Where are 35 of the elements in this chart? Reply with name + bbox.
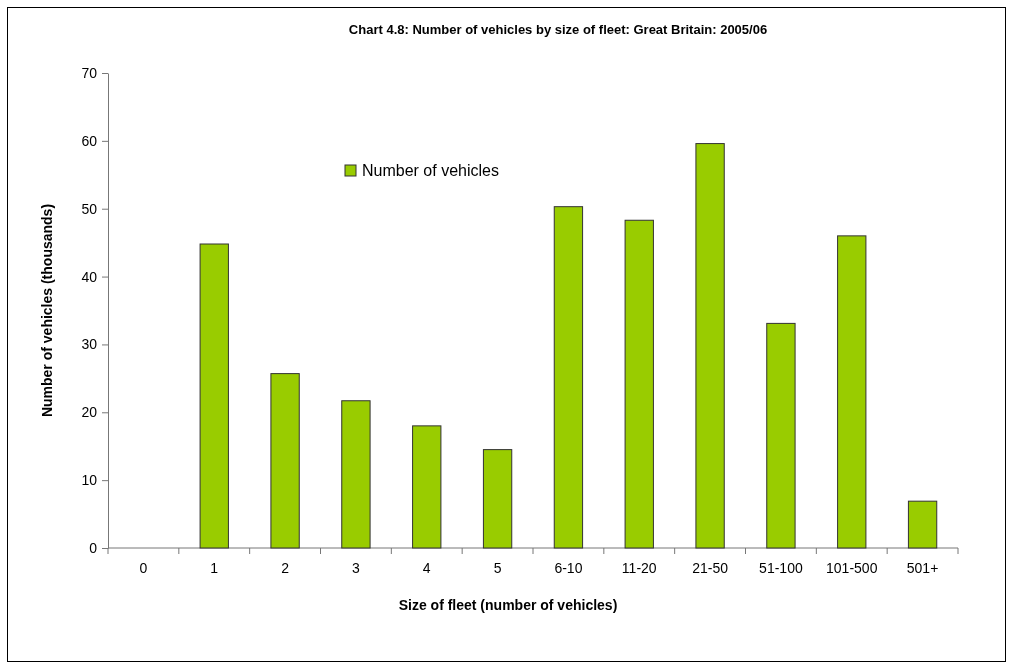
x-tick-label: 4 (422, 560, 431, 576)
bar (341, 400, 371, 549)
bar (837, 235, 867, 549)
bar (553, 206, 584, 549)
y-tick-label: 50 (81, 200, 98, 217)
x-tick-label: 21-50 (692, 560, 729, 576)
x-tick-label: 0 (139, 560, 148, 576)
x-tick-label: 11-20 (621, 560, 657, 576)
x-tick-label: 501+ (906, 560, 939, 576)
x-tick-label: 5 (493, 560, 502, 576)
y-tick-label: 10 (81, 472, 98, 489)
bar (270, 373, 300, 549)
chart-title: Chart 4.8: Number of vehicles by size of fleet: Great Britain: 2005/06 (348, 22, 768, 37)
y-tick-label: 20 (81, 404, 98, 421)
legend-label: Number of vehicles (362, 162, 499, 179)
x-tick-label: 51-100 (759, 560, 803, 576)
x-tick-label: 6-10 (554, 560, 583, 576)
y-tick-label: 0 (89, 539, 98, 556)
y-tick-label: 70 (81, 64, 98, 81)
bar (482, 449, 513, 549)
y-axis-title: Number of vehicles (thousands) (39, 203, 55, 418)
y-tick-label: 30 (81, 336, 98, 353)
x-tick-label: 3 (352, 560, 361, 576)
y-tick-label: 60 (81, 132, 98, 149)
bar (907, 500, 938, 549)
x-tick-label: 101-500 (826, 560, 878, 576)
bar (412, 425, 442, 549)
bar (624, 219, 654, 549)
bar (199, 243, 229, 549)
x-tick-label: 1 (210, 560, 219, 576)
y-tick-label: 40 (81, 268, 98, 285)
bar (695, 143, 725, 549)
x-axis-title: Size of fleet (number of vehicles) (398, 597, 618, 613)
bar (766, 322, 796, 549)
x-tick-label: 2 (281, 560, 290, 576)
